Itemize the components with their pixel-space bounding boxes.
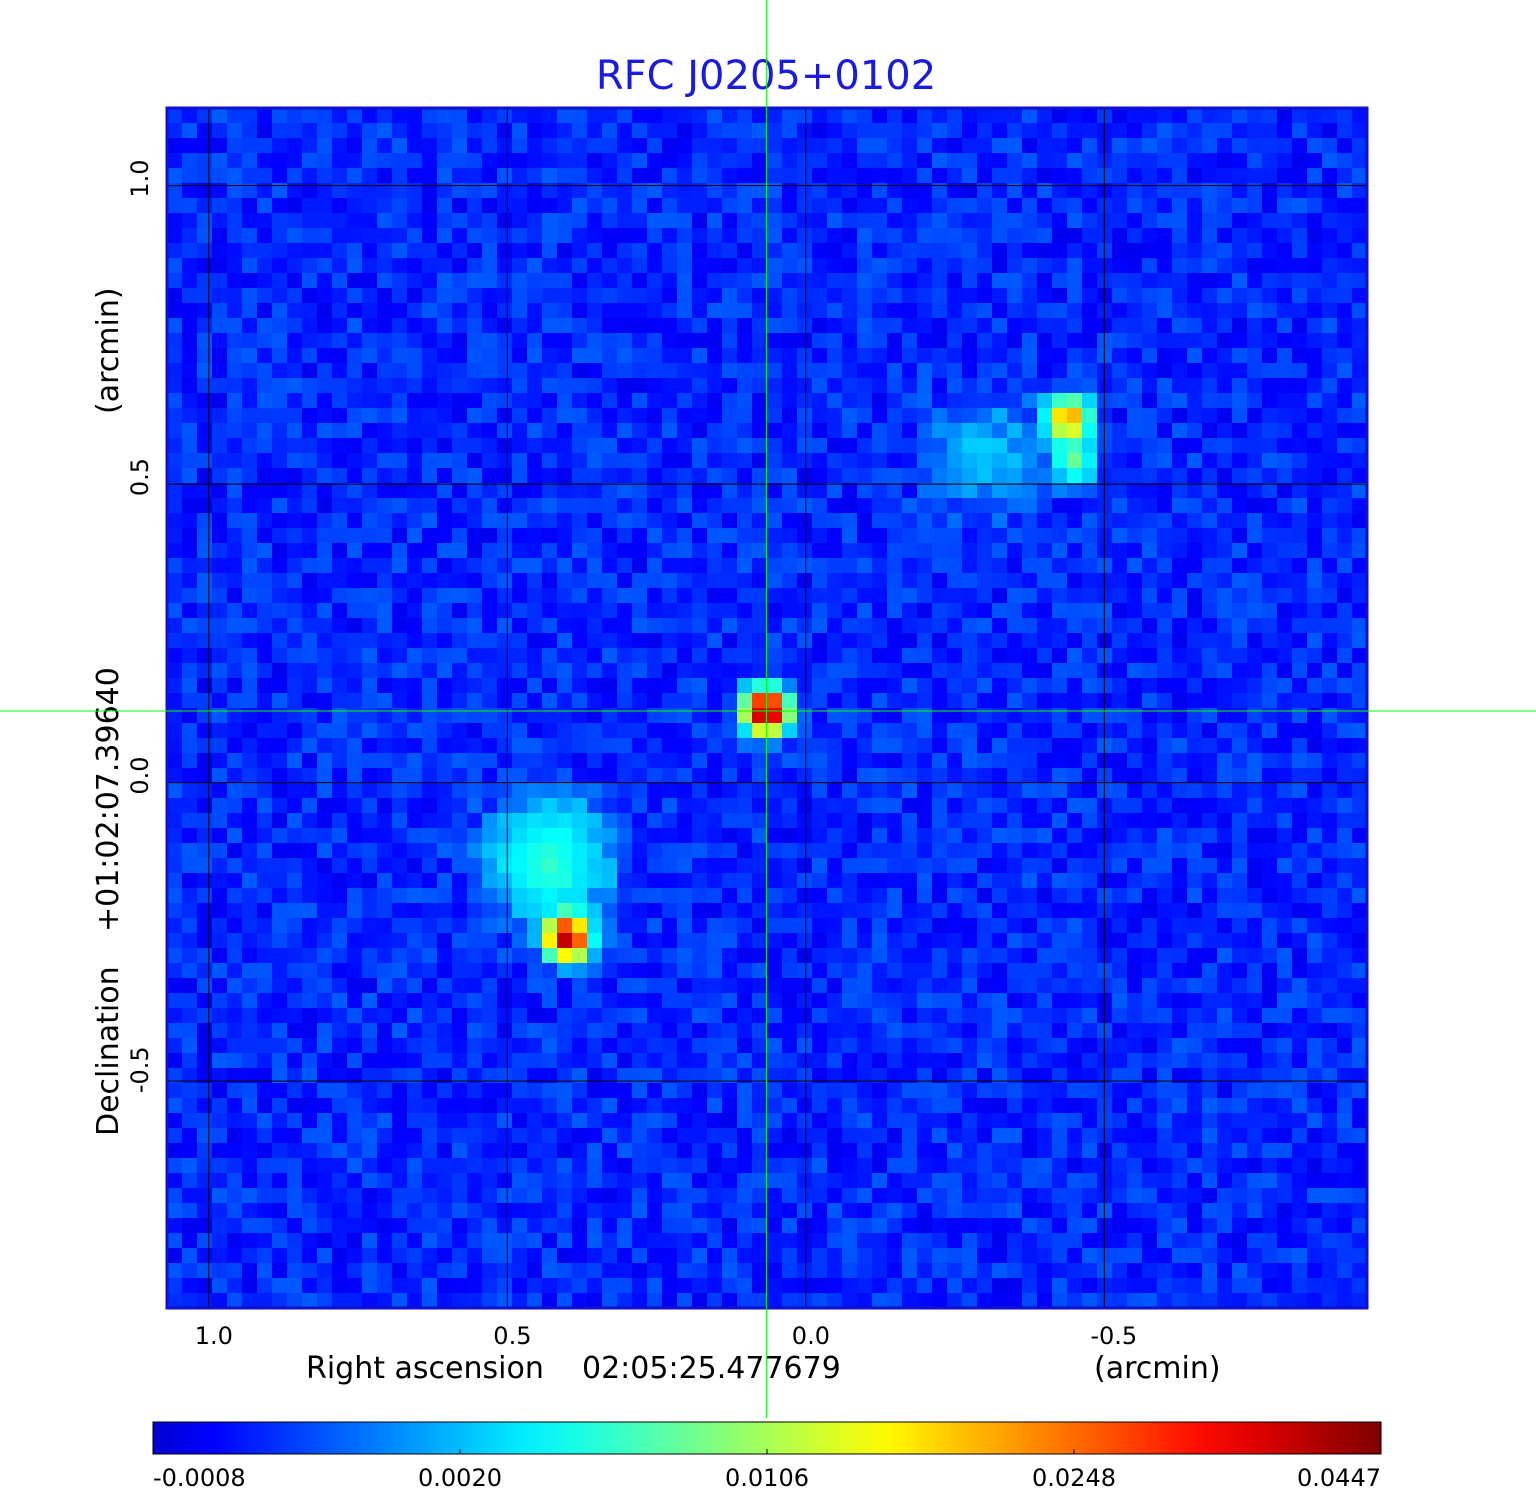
y-tick-label: 0.0 bbox=[126, 756, 154, 794]
crosshair bbox=[0, 0, 1536, 1418]
colorbar-tick-label: 0.0106 bbox=[725, 1464, 809, 1492]
y-axis-label: Declination +01:02:07.39640 (arcmin) bbox=[91, 287, 126, 1136]
x-tick-labels: 1.0 0.5 0.0 -0.5 bbox=[195, 1322, 1137, 1350]
colorbar-tick-label: -0.0008 bbox=[153, 1464, 246, 1492]
colorbar-gradient bbox=[152, 1421, 1382, 1455]
x-axis-unit: (arcmin) bbox=[1094, 1351, 1221, 1386]
x-tick-label: 0.0 bbox=[792, 1322, 830, 1350]
colorbar-tick-label: 0.0020 bbox=[418, 1464, 502, 1492]
x-tick-label: 0.5 bbox=[493, 1322, 531, 1350]
y-tick-label: 1.0 bbox=[126, 159, 154, 197]
colorbar-tick-label: 0.0248 bbox=[1032, 1464, 1116, 1492]
x-axis-reference-ra: 02:05:25.477679 bbox=[582, 1351, 841, 1386]
plot-frame bbox=[165, 106, 1369, 1310]
colorbar-tick-labels: -0.0008 0.0020 0.0106 0.0248 0.0447 bbox=[152, 1449, 1382, 1492]
x-axis-label: Right ascension 02:05:25.477679 (arcmin) bbox=[306, 1351, 1221, 1386]
y-axis-unit: (arcmin) bbox=[91, 287, 126, 414]
grid-lines bbox=[167, 108, 1367, 1308]
y-tick-label: 0.5 bbox=[126, 458, 154, 496]
y-axis-name: Declination bbox=[91, 966, 126, 1136]
colorbar-tick-label: 0.0447 bbox=[1297, 1464, 1381, 1492]
colorbar: -0.0008 0.0020 0.0106 0.0248 0.0447 bbox=[152, 1421, 1382, 1492]
x-tick-label: -0.5 bbox=[1090, 1322, 1137, 1350]
y-axis-reference-dec: +01:02:07.39640 bbox=[91, 667, 126, 932]
y-tick-labels: -0.5 0.0 0.5 1.0 bbox=[126, 159, 154, 1093]
intensity-image bbox=[167, 108, 1368, 1309]
plot-area bbox=[165, 106, 1369, 1310]
x-axis-name: Right ascension bbox=[306, 1351, 544, 1386]
x-tick-label: 1.0 bbox=[195, 1322, 233, 1350]
y-tick-label: -0.5 bbox=[126, 1046, 154, 1093]
